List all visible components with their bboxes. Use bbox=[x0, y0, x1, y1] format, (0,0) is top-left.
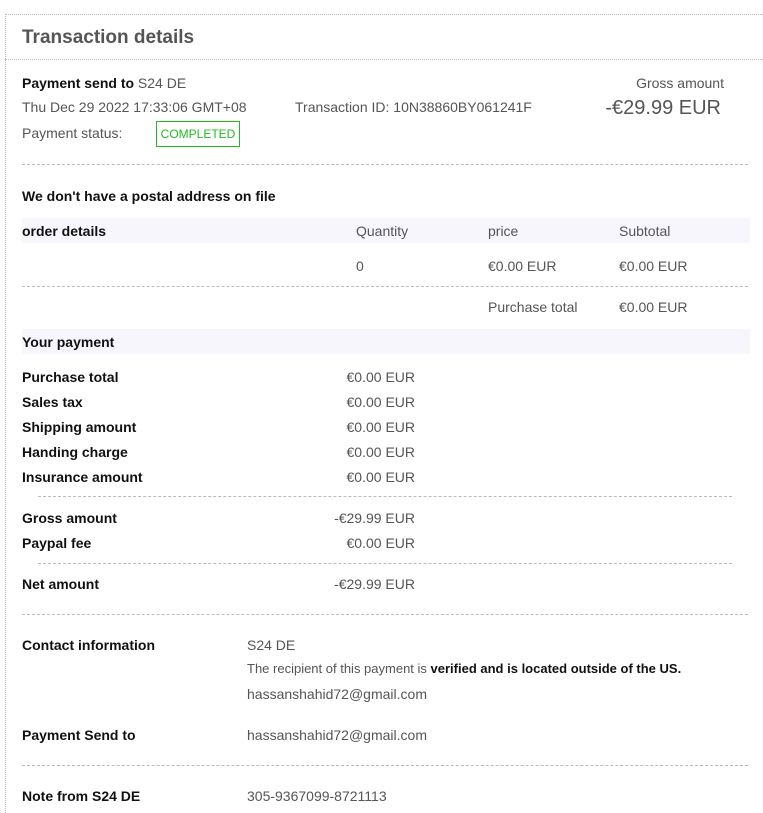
transaction-id: Transaction ID: 10N38860BY061241F bbox=[295, 99, 532, 115]
order-details-header: order details bbox=[22, 223, 107, 239]
note-label: Note from S24 DE bbox=[22, 788, 141, 804]
contact-label: Contact information bbox=[22, 637, 155, 653]
transaction-panel bbox=[5, 14, 763, 813]
postal-notice: We don't have a postal address on file bbox=[22, 188, 276, 204]
payment-row-label: Sales tax bbox=[22, 394, 83, 410]
divider bbox=[22, 286, 748, 287]
verified-prefix: The recipient of this payment is bbox=[247, 661, 431, 676]
page-title: Transaction details bbox=[22, 27, 195, 48]
purchase-total-label: Purchase total bbox=[488, 299, 578, 315]
contact-email: hassanshahid72@gmail.com bbox=[247, 686, 427, 702]
payment-row-label: Paypal fee bbox=[22, 535, 92, 551]
payment-row-label: Handing charge bbox=[22, 444, 128, 460]
verified-text: verified and is located outside of the U… bbox=[430, 661, 682, 676]
payment-row-value: €0.00 EUR bbox=[346, 444, 415, 460]
payment-header bbox=[22, 329, 750, 354]
contact-name: S24 DE bbox=[247, 637, 296, 653]
transaction-date: Thu Dec 29 2022 17:33:06 GMT+08 bbox=[22, 99, 247, 115]
payment-row-value: €0.00 EUR bbox=[346, 469, 415, 485]
gross-amount-value: -€29.99 EUR bbox=[605, 97, 721, 119]
verification-notice: The recipient of this payment is verifie… bbox=[247, 660, 681, 678]
divider bbox=[22, 765, 748, 766]
payment-send-to: Payment send to S24 DE bbox=[22, 74, 186, 92]
gross-amount-label: Gross amount bbox=[636, 75, 724, 91]
divider bbox=[38, 563, 732, 564]
payment-row-value: €0.00 EUR bbox=[346, 369, 415, 385]
payment-row-value: €0.00 EUR bbox=[346, 394, 415, 410]
order-header bbox=[22, 218, 750, 243]
title-bar bbox=[5, 14, 763, 60]
payment-send-to-value: hassanshahid72@gmail.com bbox=[247, 727, 427, 743]
divider bbox=[22, 614, 748, 615]
divider bbox=[38, 496, 732, 497]
your-payment-title: Your payment bbox=[22, 334, 115, 350]
payment-row-label: Shipping amount bbox=[22, 419, 137, 435]
order-price: €0.00 EUR bbox=[488, 258, 557, 274]
subtotal-header: Subtotal bbox=[619, 223, 671, 239]
order-quantity: 0 bbox=[356, 258, 364, 274]
net-amount-label: Net amount bbox=[22, 576, 99, 592]
price-header: price bbox=[488, 223, 519, 239]
net-amount-value: -€29.99 EUR bbox=[334, 576, 415, 592]
payment-row-value: €0.00 EUR bbox=[346, 419, 415, 435]
payment-row-value: €0.00 EUR bbox=[346, 535, 415, 551]
payment-send-to-label: Payment Send to bbox=[22, 727, 136, 743]
status-label: Payment status: bbox=[22, 125, 123, 141]
send-to-value: S24 DE bbox=[137, 75, 187, 91]
order-subtotal: €0.00 EUR bbox=[619, 258, 688, 274]
purchase-total-value: €0.00 EUR bbox=[619, 299, 688, 315]
send-to-label: Payment send to bbox=[22, 75, 135, 91]
payment-row-label: Gross amount bbox=[22, 510, 117, 526]
payment-row-label: Purchase total bbox=[22, 369, 119, 385]
divider bbox=[22, 164, 748, 165]
payment-row-value: -€29.99 EUR bbox=[334, 510, 415, 526]
payment-row-label: Insurance amount bbox=[22, 469, 143, 485]
note-value: 305-9367099-8721113 bbox=[247, 788, 387, 804]
status-badge: COMPLETED bbox=[156, 121, 240, 147]
quantity-header: Quantity bbox=[356, 223, 409, 239]
